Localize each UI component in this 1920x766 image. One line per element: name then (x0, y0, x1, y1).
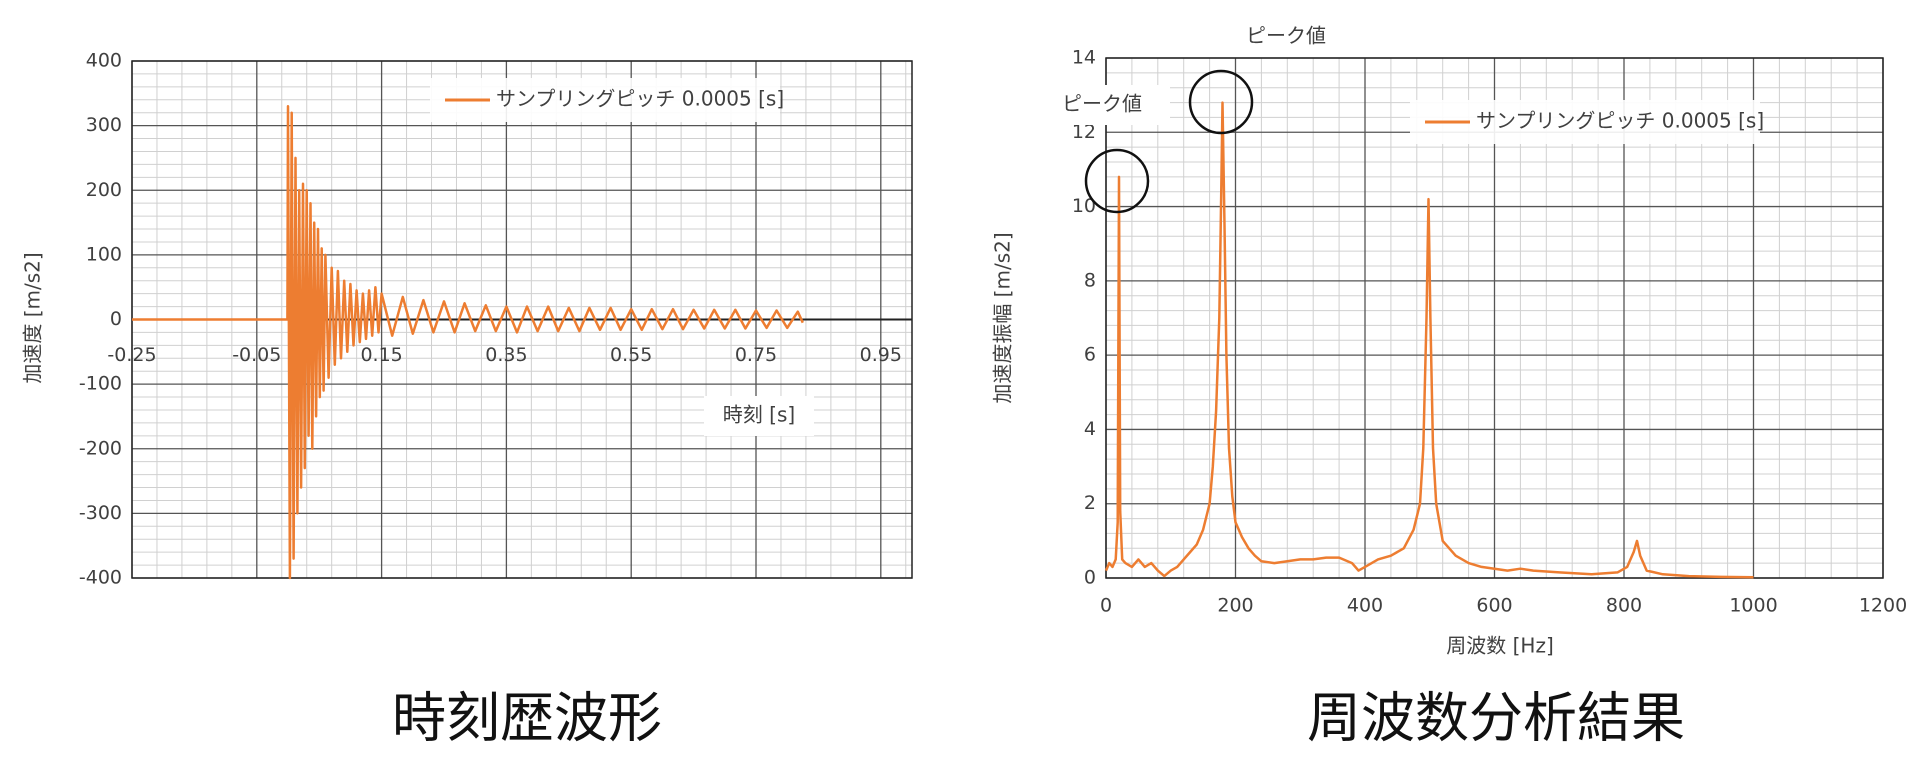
x-label-bg (704, 396, 814, 436)
x-tick-label: 200 (1217, 595, 1253, 617)
annotation: ピーク値 (1246, 24, 1326, 48)
annotation: ピーク値 (1062, 92, 1142, 116)
y-axis-title: 加速度振幅 [m/s2] (991, 232, 1015, 403)
y-tick-label: 300 (86, 114, 122, 136)
y-tick-label: 0 (1084, 567, 1096, 589)
x-tick-label: 0.55 (610, 344, 652, 366)
y-tick-label: -100 (79, 373, 122, 395)
legend-label: サンプリングピッチ 0.0005 [s] (496, 87, 784, 111)
x-tick-label: 0.75 (735, 344, 777, 366)
y-tick-label: 4 (1084, 418, 1096, 440)
y-tick-label: 10 (1072, 195, 1096, 217)
x-axis-title: 時刻 [s] (723, 403, 795, 427)
y-tick-label: 400 (86, 50, 122, 72)
x-tick-label: -0.05 (232, 344, 281, 366)
caption: 時刻歴波形 (392, 687, 662, 750)
y-tick-label: -200 (79, 437, 122, 459)
y-tick-label: -400 (79, 567, 122, 589)
plot-border (1105, 57, 1884, 579)
peak-circle (1188, 69, 1254, 135)
y-tick-label: 100 (86, 243, 122, 265)
legend-label: サンプリングピッチ 0.0005 [s] (1476, 109, 1764, 133)
x-tick-label: 800 (1606, 595, 1642, 617)
peak-circle (1084, 148, 1150, 214)
y-tick-label: 0 (110, 308, 122, 330)
annotation-bg (1034, 85, 1170, 125)
x-tick-label: 1200 (1859, 595, 1907, 617)
x-tick-label: 600 (1476, 595, 1512, 617)
x-axis-title: 周波数 [Hz] (1446, 634, 1554, 658)
y-tick-label: 200 (86, 179, 122, 201)
y-tick-label: 6 (1084, 344, 1096, 366)
y-tick-label: 14 (1072, 47, 1096, 69)
x-tick-label: 0.35 (485, 344, 527, 366)
y-tick-label: 2 (1084, 492, 1096, 514)
annotation-bg (1218, 17, 1354, 57)
x-tick-label: 0.15 (360, 344, 402, 366)
y-tick-label: 12 (1072, 121, 1096, 143)
data-line (132, 104, 804, 580)
y-tick-label: -300 (79, 502, 122, 524)
y-axis-title: 加速度 [m/s2] (21, 252, 45, 383)
y-tick-label: 8 (1084, 269, 1096, 291)
x-tick-label: 400 (1347, 595, 1383, 617)
caption: 周波数分析結果 (1307, 687, 1685, 750)
data-line (1104, 101, 1754, 579)
x-tick-label: 0 (1100, 595, 1112, 617)
x-tick-label: 1000 (1729, 595, 1777, 617)
x-tick-label: 0.95 (860, 344, 902, 366)
